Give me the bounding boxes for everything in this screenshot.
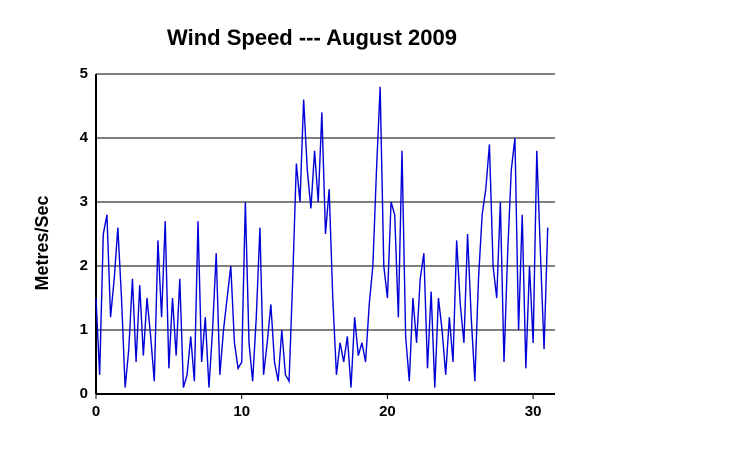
y-tick-label: 1 [80, 321, 88, 338]
y-axis-label: Metres/Sec [32, 195, 52, 290]
y-tick-label: 4 [80, 129, 89, 146]
data-line [95, 86, 549, 388]
y-tick-label: 2 [80, 257, 88, 274]
x-tick-label: 30 [525, 403, 542, 420]
chart-title: Wind Speed --- August 2009 [167, 25, 457, 50]
y-tick-label: 3 [80, 193, 88, 210]
x-tick-label: 10 [233, 403, 250, 420]
y-tick-label: 5 [80, 65, 88, 82]
y-tick-label: 0 [80, 385, 88, 402]
x-tick-label: 20 [379, 403, 396, 420]
x-tick-label: 0 [92, 403, 100, 420]
